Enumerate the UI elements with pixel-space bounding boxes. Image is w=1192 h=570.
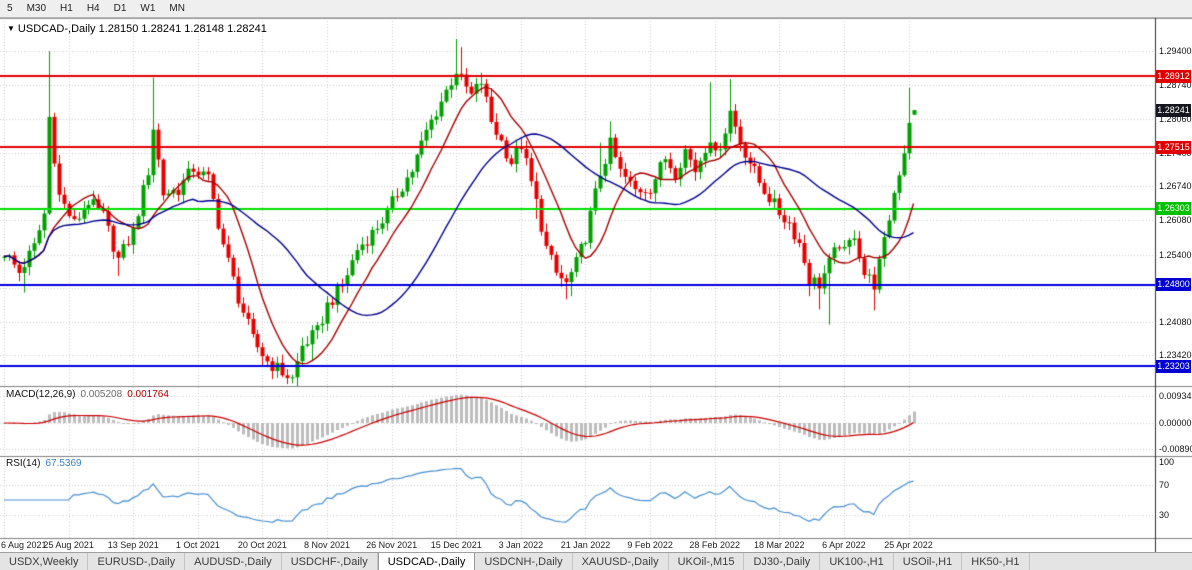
chart-tab[interactable]: UK100-,H1 xyxy=(820,553,894,570)
price-tag: 1.28241 xyxy=(1156,103,1191,117)
rsi-indicator-label: RSI(14) 67.5369 xyxy=(6,458,82,469)
price-axis-label: 1.28740 xyxy=(1159,79,1192,90)
date-axis-label: 15 Dec 2021 xyxy=(430,540,482,550)
chart-tab[interactable]: UKOil-,M15 xyxy=(669,553,745,570)
price-axis-label: 1.23420 xyxy=(1159,350,1192,361)
chart-tab[interactable]: USOil-,H1 xyxy=(894,553,963,570)
date-axis-label: 20 Oct 2021 xyxy=(237,540,287,550)
price-axis-label: 1.28060 xyxy=(1159,114,1192,125)
date-axis-label: 25 Aug 2021 xyxy=(43,540,94,550)
date-axis-label: 1 Oct 2021 xyxy=(175,540,220,550)
price-axis-label: 1.26740 xyxy=(1159,181,1192,192)
rsi-axis-label: 100 xyxy=(1159,457,1175,467)
macd-axis-label: -0.00890 xyxy=(1159,443,1192,454)
chart-ohlc-values: 1.28150 1.28241 1.28148 1.28241 xyxy=(98,23,267,35)
chart-tab[interactable]: USDCAD-,Daily xyxy=(377,553,476,570)
date-axis-label: 18 Mar 2022 xyxy=(754,540,805,550)
chart-title: ▼ USDCAD-,Daily 1.28150 1.28241 1.28148 1… xyxy=(7,23,267,35)
date-axis-label: 3 Jan 2022 xyxy=(498,540,544,550)
chart-symbol-label: USDCAD-,Daily xyxy=(17,23,96,35)
date-axis-label: 26 Nov 2021 xyxy=(366,540,418,550)
rsi-axis-label: 70 xyxy=(1159,479,1170,490)
date-axis-label: 13 Sep 2021 xyxy=(107,540,159,550)
chevron-down-icon[interactable]: ▼ xyxy=(7,24,15,33)
rsi-name: RSI(14) xyxy=(6,458,41,469)
macd-main-value: 0.005208 xyxy=(80,389,123,400)
date-axis-label: 9 Feb 2022 xyxy=(627,540,673,550)
chart-tab[interactable]: USDX,Weekly xyxy=(0,553,89,570)
macd-indicator-label: MACD(12,26,9) 0.005208 0.001764 xyxy=(6,389,169,400)
timeframe-button[interactable]: D1 xyxy=(113,3,127,14)
price-tag: 1.28912 xyxy=(1156,69,1191,83)
timeframe-button[interactable]: H1 xyxy=(60,3,73,14)
date-axis-label: 21 Jan 2022 xyxy=(560,540,611,550)
chart-tab[interactable]: HK50-,H1 xyxy=(962,553,1030,570)
timeframe-button[interactable]: H4 xyxy=(86,3,100,14)
timeframe-button[interactable]: 5 xyxy=(7,3,13,14)
macd-axis-label: 0.00000 xyxy=(1159,418,1192,428)
price-axis-label: 1.26080 xyxy=(1159,214,1192,225)
date-axis-label: 6 Apr 2022 xyxy=(822,540,866,550)
price-axis-label: 1.25400 xyxy=(1159,249,1192,260)
price-tag: 1.27515 xyxy=(1156,140,1191,154)
price-chart-canvas[interactable] xyxy=(0,18,1192,552)
chart-tab[interactable]: USDCHF-,Daily xyxy=(282,553,378,570)
price-axis-label: 1.29400 xyxy=(1159,46,1192,57)
chart-tab[interactable]: USDCNH-,Daily xyxy=(475,553,573,570)
timeframe-button[interactable]: M30 xyxy=(26,3,47,14)
price-axis-label: 1.24080 xyxy=(1159,316,1192,327)
date-axis-label: 25 Apr 2022 xyxy=(884,540,933,550)
macd-axis-label: 0.00934 xyxy=(1159,391,1192,401)
timeframe-button[interactable]: MN xyxy=(169,3,185,14)
chart-tab[interactable]: DJ30-,Daily xyxy=(744,553,821,570)
rsi-value: 67.5369 xyxy=(45,458,82,469)
price-tag: 1.23203 xyxy=(1156,359,1191,373)
price-tag: 1.26303 xyxy=(1156,202,1191,216)
macd-signal-value: 0.001764 xyxy=(127,389,169,400)
chart-tab-bar: USDX,Weekly EURUSD-,Daily AUDUSD-,Daily USD… xyxy=(0,552,1192,570)
date-axis-label: 8 Nov 2021 xyxy=(304,540,351,550)
date-axis-label: 6 Aug 2021 xyxy=(1,540,47,550)
macd-name: MACD(12,26,9) xyxy=(6,389,76,400)
price-tag: 1.24800 xyxy=(1156,278,1191,292)
rsi-axis-label: 30 xyxy=(1159,510,1170,521)
timeframe-toolbar: 5 M30 H1 H4 D1 W1 MN xyxy=(0,0,1192,18)
date-axis-label: 28 Feb 2022 xyxy=(689,540,740,550)
timeframe-button[interactable]: W1 xyxy=(140,3,156,14)
chart-tab[interactable]: XAUUSD-,Daily xyxy=(573,553,669,570)
chart-tab[interactable]: EURUSD-,Daily xyxy=(88,553,186,570)
chart-tab[interactable]: AUDUSD-,Daily xyxy=(185,553,282,570)
